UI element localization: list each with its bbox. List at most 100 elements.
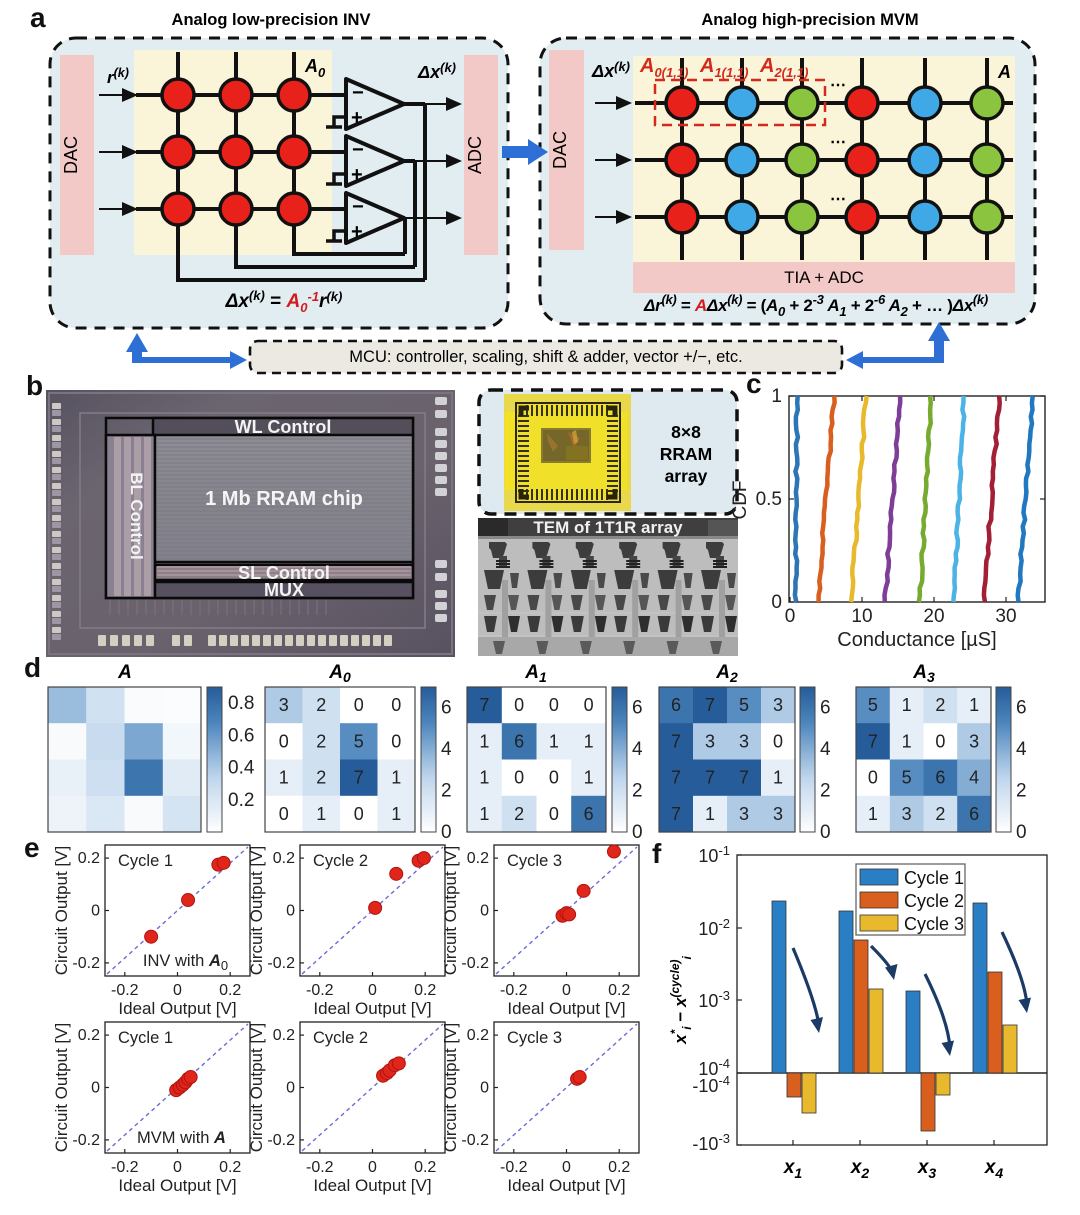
svg-text:Ideal Output [V]: Ideal Output [V] [507,1176,625,1195]
svg-text:1: 1 [584,731,594,751]
svg-text:4: 4 [820,739,831,760]
svg-text:Cycle 2: Cycle 2 [313,852,368,870]
svg-text:3: 3 [902,804,912,824]
svg-text:2: 2 [632,781,643,802]
svg-text:0: 0 [549,695,559,715]
svg-text:3: 3 [969,731,979,751]
svg-text:6: 6 [632,698,643,719]
svg-text:Conductance [µS]: Conductance [µS] [837,629,996,651]
svg-text:0: 0 [868,768,878,788]
svg-text:Circuit Output [V]: Circuit Output [V] [247,1023,266,1152]
svg-text:6: 6 [1016,698,1027,719]
svg-text:Cycle 3: Cycle 3 [507,1029,562,1047]
svg-text:2: 2 [316,695,326,715]
svg-text:2: 2 [514,804,524,824]
svg-text:Cycle 1: Cycle 1 [118,1029,173,1047]
svg-text:A0: A0 [328,662,351,685]
svg-text:0: 0 [441,822,452,843]
svg-text:-0.2: -0.2 [461,1132,489,1149]
svg-text:5: 5 [354,731,364,751]
svg-text:Ideal Output [V]: Ideal Output [V] [118,999,236,1018]
svg-text:2: 2 [316,731,326,751]
svg-text:x3: x3 [917,1157,937,1181]
svg-text:0.2: 0.2 [78,850,100,867]
svg-text:BL Control: BL Control [127,472,146,560]
svg-text:⋯: ⋯ [830,77,846,94]
svg-text:Circuit Output [V]: Circuit Output [V] [247,846,266,975]
svg-text:TIA + ADC: TIA + ADC [784,268,864,287]
svg-text:30: 30 [995,606,1016,627]
svg-text:Ideal Output [V]: Ideal Output [V] [118,1176,236,1195]
svg-text:0: 0 [391,695,401,715]
svg-text:7: 7 [739,768,749,788]
svg-text:Cycle 1: Cycle 1 [118,852,173,870]
svg-text:+: + [351,221,363,243]
svg-text:+: + [351,107,363,129]
svg-text:1 Mb RRAM chip: 1 Mb RRAM chip [205,488,363,510]
svg-text:7: 7 [354,768,364,788]
svg-text:7: 7 [479,695,489,715]
svg-text:0: 0 [562,982,571,999]
svg-text:5: 5 [868,695,878,715]
svg-text:0: 0 [935,731,945,751]
svg-text:-10-3: -10-3 [692,1131,730,1154]
svg-text:1: 1 [391,768,401,788]
svg-text:-0.2: -0.2 [461,955,489,972]
svg-text:Circuit Output [V]: Circuit Output [V] [441,846,460,975]
svg-text:Circuit Output [V]: Circuit Output [V] [441,1023,460,1152]
svg-text:10: 10 [851,606,872,627]
svg-text:0: 0 [286,1080,295,1097]
svg-text:0: 0 [549,804,559,824]
svg-text:0: 0 [480,903,489,920]
svg-text:0.2: 0.2 [608,982,630,999]
svg-text:2: 2 [820,781,831,802]
svg-text:10-3: 10-3 [698,988,730,1011]
svg-text:0: 0 [514,695,524,715]
svg-text:0: 0 [632,822,643,843]
svg-text:Circuit Output [V]: Circuit Output [V] [52,1023,71,1152]
svg-text:0: 0 [820,822,831,843]
svg-text:Cycle 2: Cycle 2 [313,1029,368,1047]
svg-text:0: 0 [368,982,377,999]
svg-text:0.2: 0.2 [467,1027,489,1044]
svg-text:SL Control: SL Control [238,563,330,583]
svg-text:1: 1 [773,768,783,788]
svg-text:7: 7 [868,731,878,751]
svg-text:6: 6 [935,768,945,788]
svg-text:0: 0 [286,903,295,920]
svg-text:0: 0 [584,695,594,715]
svg-text:A3: A3 [912,662,935,685]
svg-text:3: 3 [279,695,289,715]
svg-text:x4: x4 [984,1157,1004,1181]
svg-text:1: 1 [771,386,782,407]
svg-text:⋯: ⋯ [830,134,846,151]
svg-text:Cycle 2: Cycle 2 [904,891,964,911]
svg-text:DAC: DAC [550,131,570,169]
svg-text:4: 4 [969,768,979,788]
svg-text:0: 0 [549,768,559,788]
svg-text:+: + [351,164,363,186]
svg-text:0: 0 [279,804,289,824]
svg-text:DAC: DAC [61,136,81,174]
svg-text:7: 7 [671,804,681,824]
svg-text:0: 0 [91,1080,100,1097]
svg-text:Analog high-precision MVM: Analog high-precision MVM [701,11,918,29]
svg-text:0.5: 0.5 [756,489,782,510]
svg-text:Ideal Output [V]: Ideal Output [V] [313,1176,431,1195]
svg-text:-0.2: -0.2 [306,1159,334,1176]
svg-text:A2: A2 [715,662,738,685]
svg-text:7: 7 [671,768,681,788]
svg-text:Cycle 1: Cycle 1 [904,868,964,888]
svg-text:2: 2 [935,804,945,824]
svg-text:0.6: 0.6 [228,725,254,746]
svg-text:0.2: 0.2 [78,1027,100,1044]
svg-text:-0.2: -0.2 [500,1159,528,1176]
svg-text:0: 0 [173,982,182,999]
svg-text:0.2: 0.2 [414,1159,436,1176]
svg-text:-0.2: -0.2 [72,1132,100,1149]
svg-text:3: 3 [705,731,715,751]
svg-text:1: 1 [316,804,326,824]
svg-text:0: 0 [279,731,289,751]
svg-text:0: 0 [91,903,100,920]
svg-text:INV with A0: INV with A0 [143,952,228,973]
